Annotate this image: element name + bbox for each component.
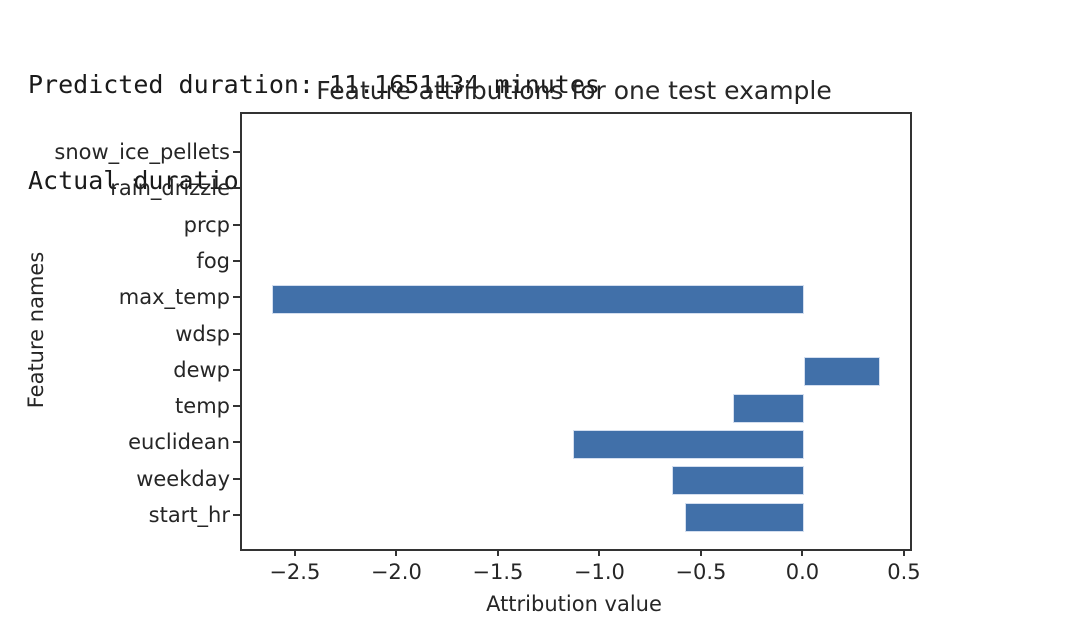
x-tick-−0.5 <box>699 549 702 556</box>
x-tick-label-−0.5: −0.5 <box>675 560 727 584</box>
x-tick-0.0 <box>801 549 804 556</box>
x-tick-label-−2.5: −2.5 <box>269 560 321 584</box>
y-tick-max_temp <box>233 296 240 299</box>
y-tick-wdsp <box>233 332 240 335</box>
y-tick-start_hr <box>233 514 240 516</box>
predicted-duration-text: Predicted duration: 11.1651134 minutes <box>28 70 600 99</box>
y-tick-label-rain_drizzle: rain_drizzle <box>110 176 230 201</box>
x-tick-−1.0 <box>598 549 601 556</box>
bar-euclidean <box>572 429 805 459</box>
y-tick-snow_ice_pellets <box>233 151 240 153</box>
y-tick-rain_drizzle <box>233 187 240 190</box>
y-tick-dewp <box>233 368 240 371</box>
y-tick-weekday <box>233 477 240 480</box>
bar-temp <box>733 393 805 423</box>
bar-weekday <box>672 466 805 496</box>
x-tick-−2.0 <box>395 549 398 556</box>
y-tick-label-max_temp: max_temp <box>118 285 230 310</box>
y-tick-label-euclidean: euclidean <box>128 430 230 455</box>
chart-title: Feature attributions for one test exampl… <box>316 76 832 105</box>
bar-start_hr <box>684 502 805 532</box>
y-axis-label: Feature names <box>24 251 48 409</box>
y-tick-prcp <box>233 223 240 226</box>
x-tick-label-−1.5: −1.5 <box>472 560 524 584</box>
x-tick-−1.5 <box>496 549 499 556</box>
y-tick-label-fog: fog <box>196 248 230 273</box>
x-tick-label-0.5: 0.5 <box>887 560 921 584</box>
y-tick-label-snow_ice_pellets: snow_ice_pellets <box>54 140 230 164</box>
y-tick-label-temp: temp <box>175 394 230 419</box>
x-tick-label-−2.0: −2.0 <box>370 560 422 584</box>
y-tick-label-start_hr: start_hr <box>148 503 230 527</box>
y-tick-label-weekday: weekday <box>136 466 230 491</box>
x-tick-−2.5 <box>293 549 296 556</box>
y-tick-temp <box>233 405 240 408</box>
y-tick-label-wdsp: wdsp <box>175 321 230 346</box>
y-tick-euclidean <box>233 441 240 444</box>
bar-max_temp <box>272 284 805 314</box>
x-tick-label-−1.0: −1.0 <box>573 560 625 584</box>
x-tick-label-0.0: 0.0 <box>785 560 820 584</box>
y-tick-label-prcp: prcp <box>183 212 230 237</box>
plot-area <box>240 112 912 551</box>
y-tick-label-dewp: dewp <box>173 357 230 382</box>
bar-dewp <box>804 357 880 387</box>
x-axis-label: Attribution value <box>486 592 662 616</box>
x-tick-0.5 <box>902 549 905 556</box>
y-tick-fog <box>233 259 240 262</box>
